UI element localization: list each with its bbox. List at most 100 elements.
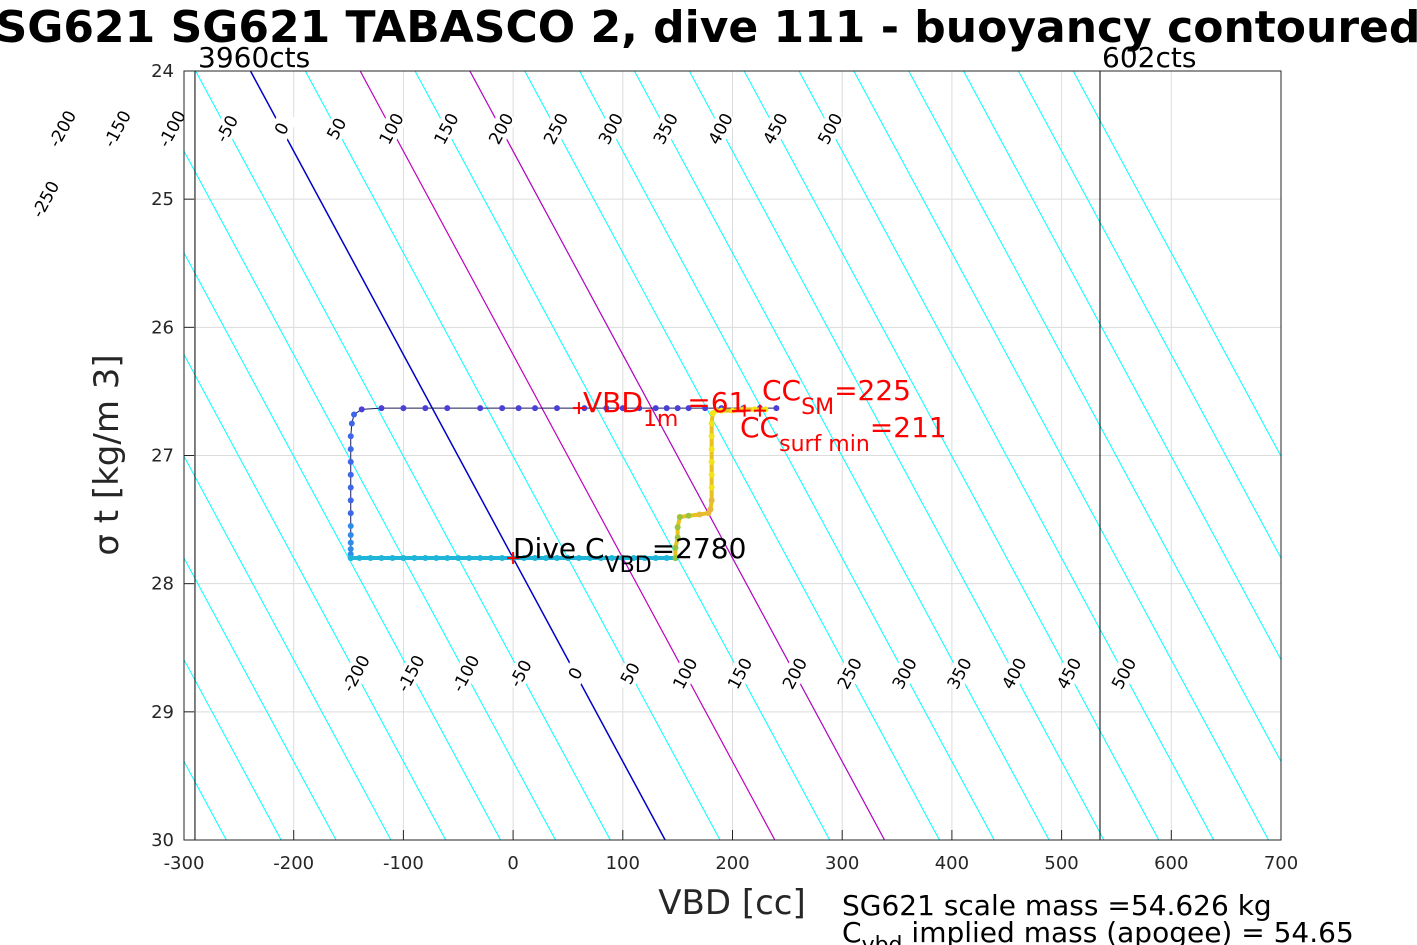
trajectory-point: [564, 555, 571, 562]
vbd-limit-label-min: 3960cts: [198, 41, 310, 74]
contour-line-cyan: [633, 71, 1050, 840]
trajectory-point: [729, 407, 736, 414]
trajectory-point: [389, 555, 396, 562]
contour-line-cyan: [1017, 71, 1281, 560]
contour-label-bg: [668, 654, 702, 693]
y-tick-label: 27: [151, 446, 174, 467]
trajectory-point: [347, 484, 354, 491]
trajectory-point: [521, 555, 528, 562]
trajectory-point: [347, 531, 354, 538]
trajectory-point: [411, 555, 418, 562]
trajectory-point: [444, 405, 451, 412]
trajectory-point: [347, 446, 354, 453]
x-tick-label: 600: [1154, 853, 1188, 874]
trajectory-point: [708, 471, 715, 478]
trajectory-point: [455, 555, 462, 562]
trajectory-point: [422, 405, 429, 412]
contour-label-bg: [833, 654, 866, 693]
x-tick-label: -300: [164, 853, 205, 874]
contour-label-bg: [888, 654, 921, 693]
x-tick-label: 700: [1264, 853, 1298, 874]
trajectory-point: [378, 555, 385, 562]
x-tick-label: -100: [383, 853, 424, 874]
trajectory-point: [597, 555, 604, 562]
contour-label-bg: [813, 109, 847, 148]
trajectory-point: [708, 458, 715, 465]
contour-line-cyan: [414, 71, 831, 840]
contour-label-bg: [1107, 654, 1141, 693]
trajectory-point: [702, 405, 709, 412]
contour-label-bg: [613, 654, 647, 693]
buoyancy-contours: [0, 71, 1281, 840]
trajectory-point: [603, 405, 610, 412]
contour-label-bg: [723, 654, 757, 693]
contour-line-zero: [249, 71, 666, 840]
x-tick-label: 100: [606, 853, 640, 874]
contour-label-bg: [484, 109, 518, 148]
implied-mass-note: Cvbd implied mass (apogee) = 54.65: [842, 916, 1354, 945]
trajectory-point: [672, 544, 679, 551]
contour-label-top: -150: [100, 107, 136, 150]
y-tick-label: 30: [151, 830, 174, 851]
contour-label-bg: [339, 654, 373, 693]
x-tick-label: 400: [935, 853, 969, 874]
cc-surf-min-annotation: CCsurf min=211: [740, 411, 947, 457]
x-tick-label: 200: [715, 853, 749, 874]
trajectory-point: [347, 546, 354, 553]
contour-line-cyan: [184, 455, 392, 840]
trajectory-point: [619, 555, 626, 562]
trajectory-point: [348, 420, 355, 427]
trajectory-point: [347, 539, 354, 546]
trajectory-point: [663, 405, 670, 412]
trajectory-point: [422, 555, 429, 562]
contour-line-cyan: [0, 71, 171, 840]
trajectory-point: [708, 420, 715, 427]
contour-label-bg: [539, 109, 573, 148]
contour-label-bg: [45, 109, 79, 148]
trajectory-point: [543, 555, 550, 562]
trajectory-point: [347, 458, 354, 465]
dive-cvbd-annotation: Dive CVBD=2780: [513, 532, 746, 578]
trajectory-point: [708, 497, 715, 504]
vbd-1m-annotation: VBD1m =61: [583, 386, 746, 432]
trajectory-point: [708, 484, 715, 491]
contour-line-cyan: [184, 251, 502, 840]
trajectory-point: [477, 405, 484, 412]
dive-trajectory: [347, 405, 780, 562]
trajectory-point: [499, 555, 506, 562]
trajectory-point: [378, 405, 385, 412]
contour-label-bg: [942, 654, 976, 693]
contour-line-magenta: [359, 71, 776, 840]
contour-label-bg: [210, 109, 244, 148]
trajectory-point: [674, 405, 681, 412]
trajectory-point: [608, 555, 615, 562]
trajectory-point: [674, 524, 681, 531]
trajectory-point: [367, 555, 374, 562]
trajectory-point: [499, 405, 506, 412]
trajectory-point: [488, 555, 495, 562]
trajectory-point: [676, 514, 683, 521]
contour-label-bg: [758, 109, 792, 148]
contour-line-cyan: [579, 71, 995, 840]
trajectory-point: [685, 405, 692, 412]
contour-line-cyan: [743, 71, 1160, 840]
vbd-limit-lines: [194, 71, 1101, 840]
trajectory-point: [575, 555, 582, 562]
x-axis-label: VBD [cc]: [658, 883, 806, 923]
trajectory-point: [347, 522, 354, 529]
trajectory-point: [708, 433, 715, 440]
trajectory-point: [636, 405, 643, 412]
trajectory-point: [356, 555, 363, 562]
trajectory-point: [433, 555, 440, 562]
trajectory-point: [553, 555, 560, 562]
trajectory-point: [553, 405, 560, 412]
cc-sm-annotation: CCSM=225: [762, 374, 911, 420]
scale-mass-note: SG621 scale mass =54.626 kg: [842, 889, 1272, 922]
contour-label-bg: [155, 109, 189, 148]
contour-line-cyan: [688, 71, 1105, 840]
trajectory-point: [718, 407, 725, 414]
y-tick-label: 25: [151, 189, 174, 210]
trajectory-point: [477, 555, 484, 562]
x-tick-label: 0: [507, 853, 518, 874]
trajectory-point: [619, 405, 626, 412]
